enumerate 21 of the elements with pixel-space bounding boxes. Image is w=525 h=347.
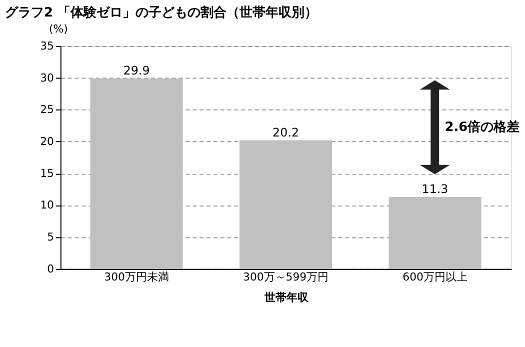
y-tick-label: 10 bbox=[40, 198, 54, 212]
bar bbox=[90, 78, 183, 269]
y-tick-label: 35 bbox=[40, 40, 54, 52]
chart-title: グラフ2 「体験ゼロ」の子どもの割合（世帯年収別） bbox=[4, 4, 318, 20]
y-axis-title: (%) bbox=[49, 22, 68, 36]
y-tick-label: 25 bbox=[40, 103, 54, 116]
data-label: 11.3 bbox=[422, 182, 448, 196]
x-tick-label: 300万円未満 bbox=[104, 270, 169, 284]
data-label: 29.9 bbox=[123, 64, 150, 78]
annotation: 2.6倍の格差 bbox=[444, 119, 520, 136]
y-tick-label: 15 bbox=[40, 166, 54, 180]
y-tick-label: 5 bbox=[47, 230, 54, 244]
y-tick-label: 30 bbox=[40, 71, 54, 84]
y-tick-label: 20 bbox=[40, 135, 54, 148]
y-tick-label: 0 bbox=[47, 262, 54, 276]
data-label: 20.2 bbox=[272, 125, 300, 140]
bar bbox=[388, 196, 482, 269]
bar bbox=[240, 140, 332, 269]
x-axis-title: 世帯年収 bbox=[263, 291, 310, 304]
x-tick-label: 600万円以上 bbox=[402, 270, 468, 284]
x-tick-label: 300万～599万円 bbox=[243, 270, 329, 284]
